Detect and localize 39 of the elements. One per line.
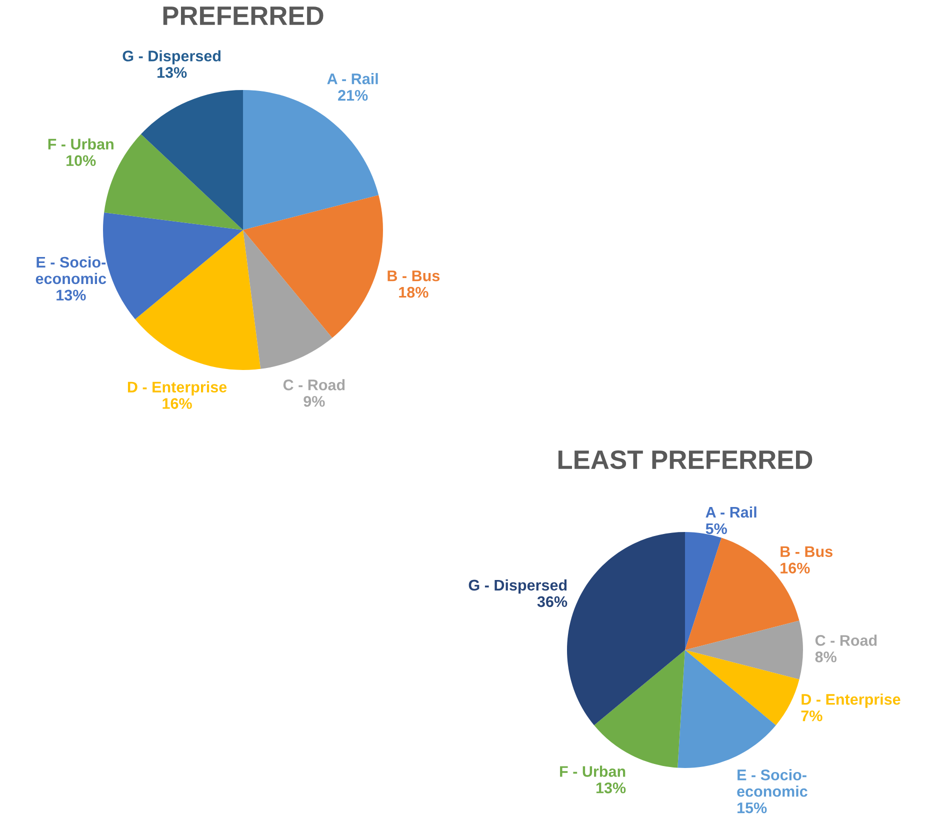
- chart-title: LEAST PREFERRED: [558, 450, 812, 470]
- chart-title: PREFERRED: [163, 6, 324, 25]
- data-label: 36%: [537, 596, 568, 608]
- slice-label: C - Road: [283, 379, 345, 390]
- slice-label: A - Rail: [706, 506, 756, 518]
- data-label: 9%: [304, 396, 325, 407]
- data-label: 16%: [780, 562, 810, 574]
- pie-slice: [243, 195, 383, 338]
- slice-label: D - Enterprise: [128, 381, 227, 396]
- data-label: 13%: [596, 782, 626, 794]
- pie-slice: [135, 230, 261, 370]
- pie-slice: [243, 230, 332, 369]
- slice-label: E - Socio- economic: [737, 769, 808, 797]
- slice-label: B - Bus: [388, 270, 440, 282]
- data-label: 18%: [399, 286, 428, 298]
- pie-slice: [678, 650, 776, 768]
- data-label: 13%: [158, 67, 187, 78]
- slice-label: E - Socio- economic: [36, 256, 106, 284]
- pie-slice: [567, 532, 685, 726]
- slice-label: F - Urban: [560, 766, 626, 777]
- slice-label: F - Urban: [48, 138, 114, 150]
- pie-slice: [685, 620, 803, 680]
- slice-label: G - Dispersed: [122, 50, 220, 64]
- data-label: 7%: [801, 710, 822, 722]
- data-label: 15%: [738, 802, 767, 814]
- data-label: 16%: [162, 398, 192, 409]
- data-label: 5%: [706, 523, 727, 534]
- slice-label: B - Bus: [780, 546, 832, 558]
- pie-slice: [685, 650, 800, 726]
- data-label: 13%: [56, 290, 86, 301]
- slice-label: G - Dispersed: [468, 579, 567, 594]
- pie-slice: [140, 90, 243, 230]
- data-label: 21%: [338, 90, 368, 101]
- data-label: 10%: [66, 155, 96, 166]
- pie-slice: [243, 90, 379, 230]
- slice-label: A - Rail: [327, 73, 378, 84]
- slice-label: D - Enterprise: [802, 694, 900, 708]
- slice-label: C - Road: [815, 634, 877, 646]
- data-label: 8%: [815, 652, 836, 662]
